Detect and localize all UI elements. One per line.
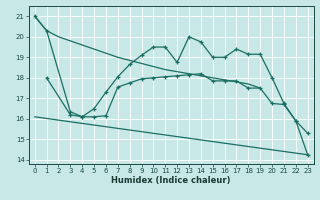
X-axis label: Humidex (Indice chaleur): Humidex (Indice chaleur) [111, 176, 231, 185]
